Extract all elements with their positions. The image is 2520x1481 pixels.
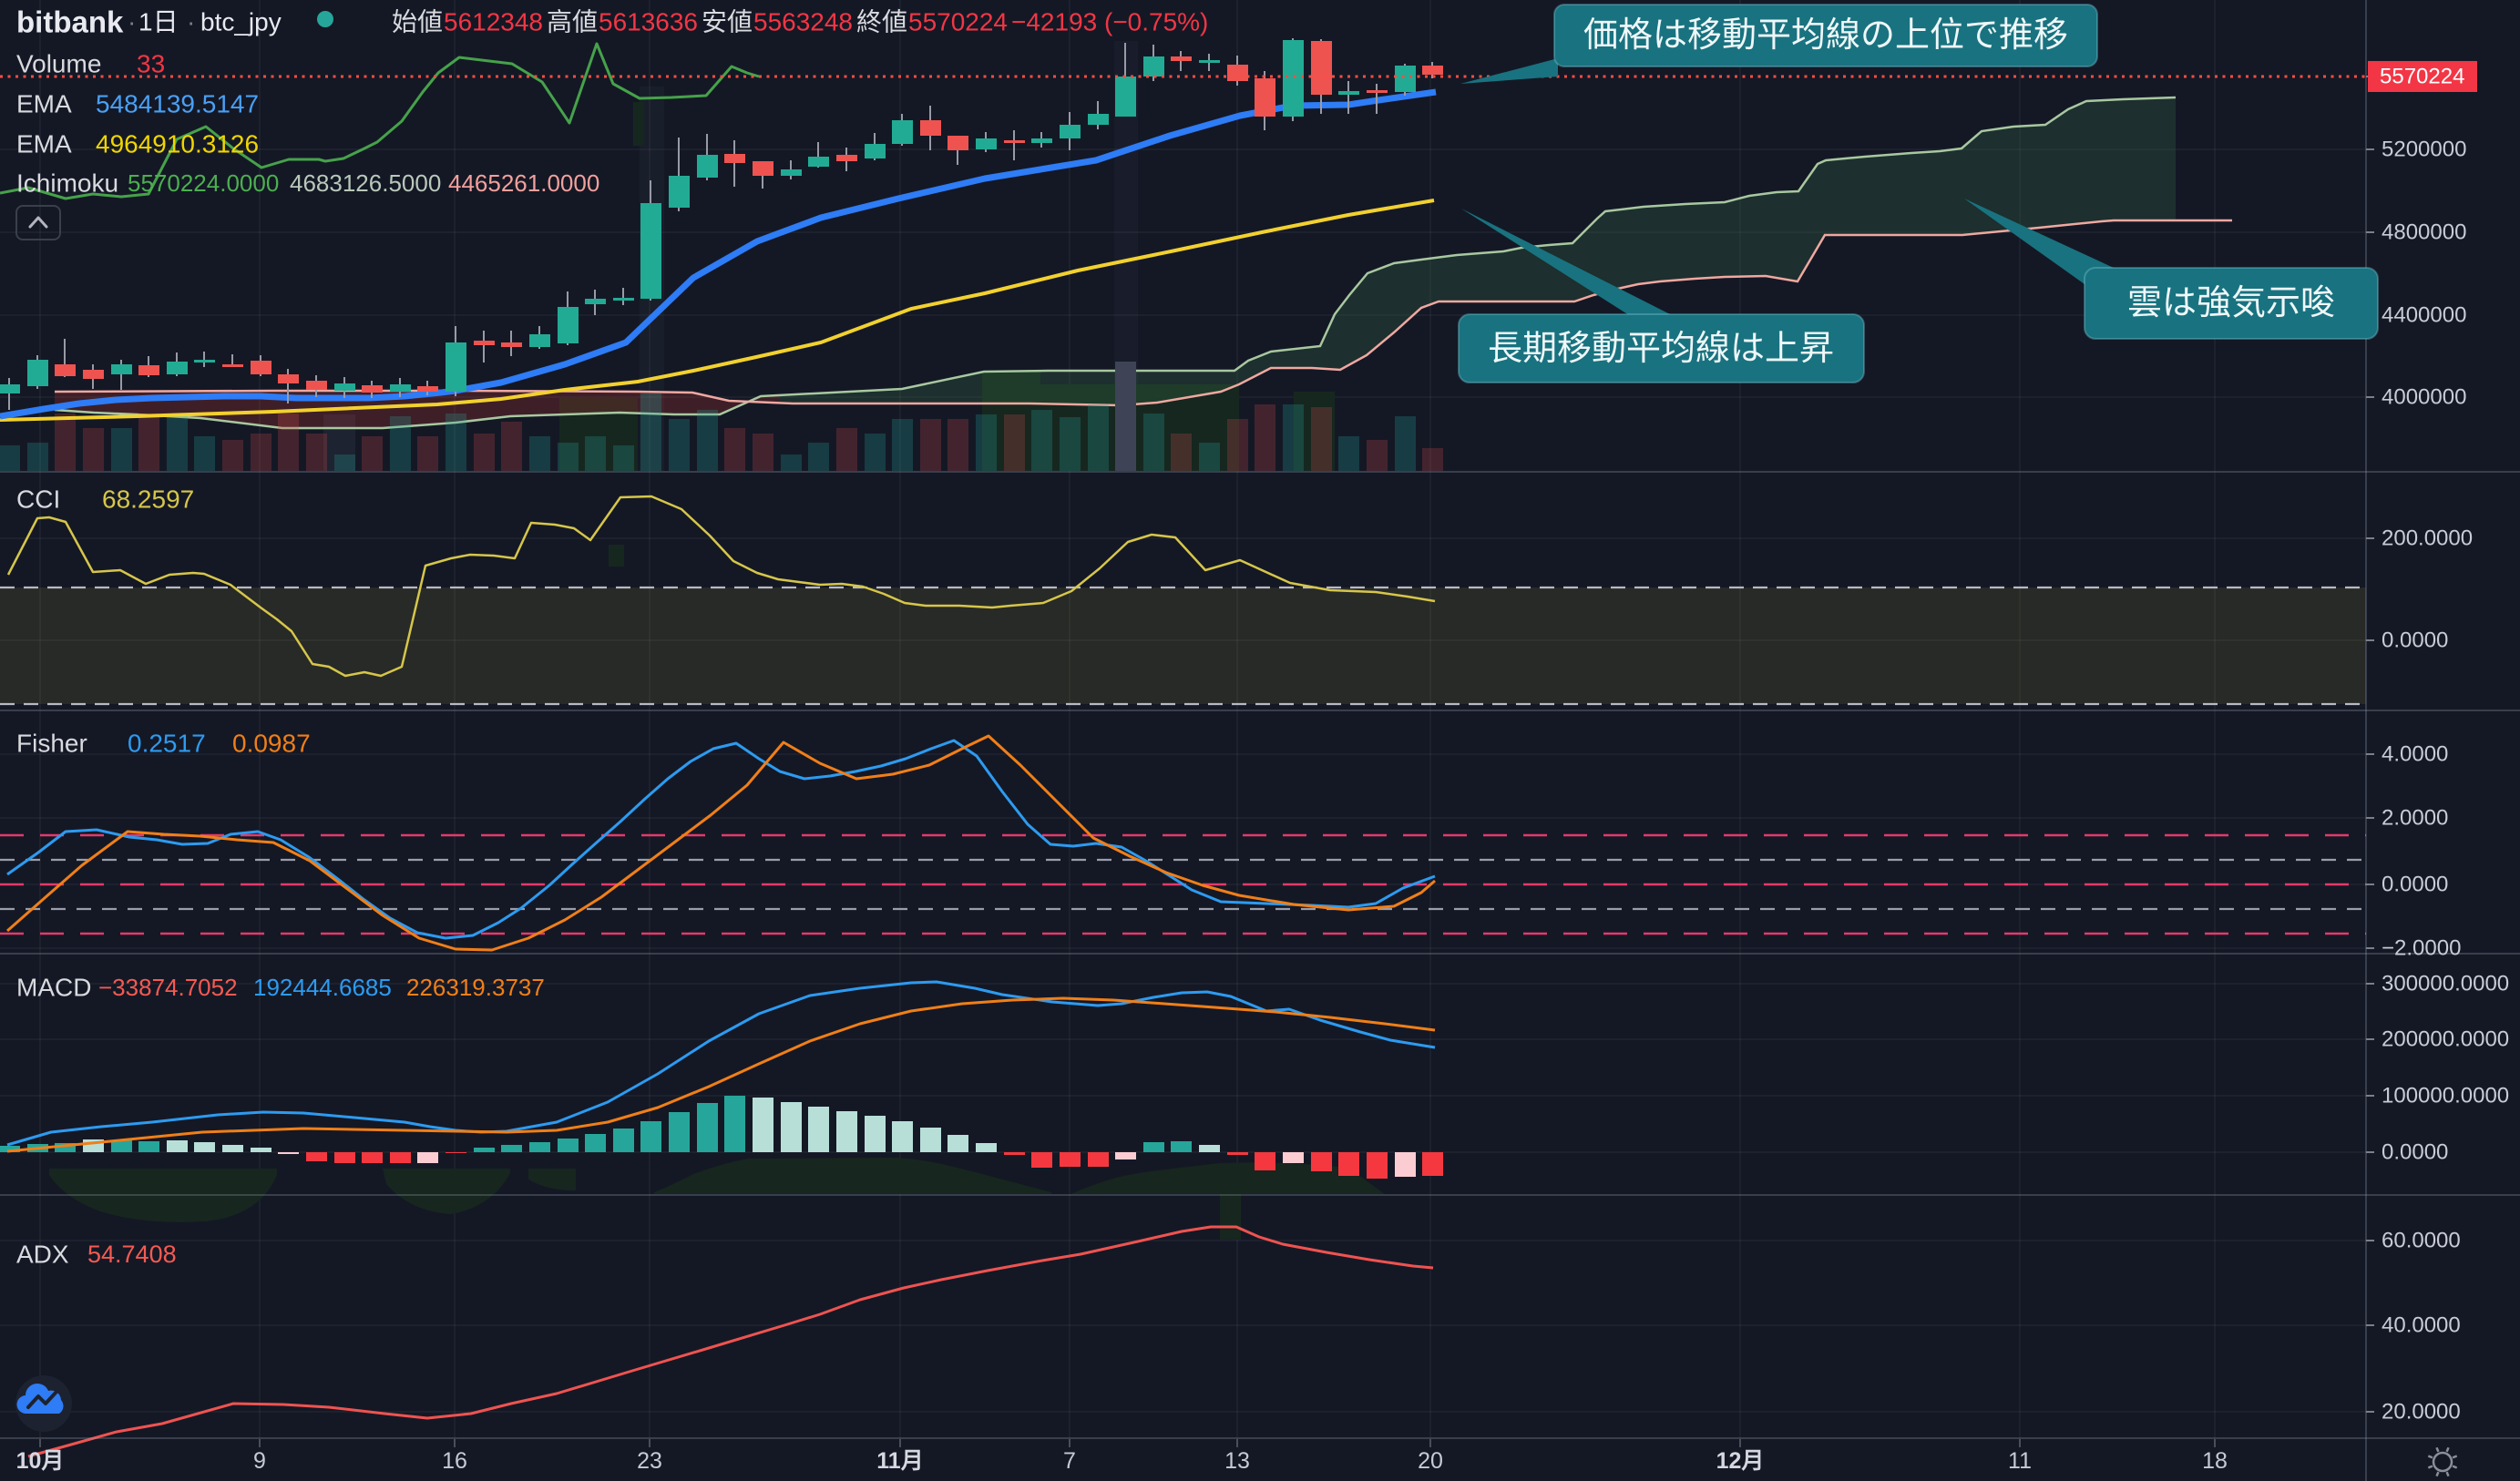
svg-text:EMA: EMA (16, 130, 72, 158)
svg-text:−42193 (−0.75%): −42193 (−0.75%) (1011, 8, 1208, 36)
svg-text:5570224: 5570224 (908, 8, 1008, 36)
svg-text:5200000: 5200000 (2382, 138, 2466, 162)
svg-text:20.0000: 20.0000 (2382, 1400, 2461, 1425)
svg-text:5613636: 5613636 (599, 8, 698, 36)
svg-text:68.2597: 68.2597 (102, 485, 194, 514)
svg-text:4800000: 4800000 (2382, 220, 2466, 245)
svg-text:5570224.0000: 5570224.0000 (128, 169, 279, 197)
svg-text:100000.0000: 100000.0000 (2382, 1084, 2509, 1108)
svg-text:5570224: 5570224 (2380, 65, 2464, 89)
svg-text:54.7408: 54.7408 (87, 1241, 177, 1268)
svg-text:0.0000: 0.0000 (2382, 873, 2448, 897)
svg-text:7: 7 (1063, 1448, 1076, 1474)
svg-text:9: 9 (253, 1448, 266, 1474)
svg-text:5563248: 5563248 (753, 8, 853, 36)
svg-text:高値: 高値 (547, 8, 598, 36)
svg-text:·: · (187, 8, 195, 36)
svg-text:23: 23 (637, 1448, 662, 1474)
svg-text:300000.0000: 300000.0000 (2382, 972, 2509, 996)
svg-text:40.0000: 40.0000 (2382, 1313, 2461, 1338)
svg-text:4465261.0000: 4465261.0000 (448, 169, 599, 197)
svg-text:11月: 11月 (876, 1448, 923, 1474)
svg-text:4000000: 4000000 (2382, 385, 2466, 410)
svg-text:192444.6685: 192444.6685 (253, 974, 392, 1001)
svg-text:200000.0000: 200000.0000 (2382, 1027, 2509, 1052)
svg-text:11: 11 (2008, 1448, 2032, 1474)
svg-text:20: 20 (1418, 1448, 1443, 1474)
svg-text:安値: 安値 (702, 8, 753, 36)
svg-text:CCI: CCI (16, 485, 60, 514)
svg-text:16: 16 (442, 1448, 467, 1474)
svg-text:0.0987: 0.0987 (232, 730, 311, 758)
svg-text:0.0000: 0.0000 (2382, 1140, 2448, 1165)
svg-text:2.0000: 2.0000 (2382, 806, 2448, 831)
svg-text:60.0000: 60.0000 (2382, 1229, 2461, 1253)
svg-text:雲は強気示唆: 雲は強気示唆 (2127, 284, 2335, 322)
svg-text:5612348: 5612348 (444, 8, 543, 36)
svg-text:Fisher: Fisher (16, 730, 87, 758)
svg-text:13: 13 (1224, 1448, 1250, 1474)
svg-text:終値: 終値 (856, 8, 907, 36)
svg-text:btc_jpy: btc_jpy (200, 8, 282, 36)
svg-text:4964910.3126: 4964910.3126 (96, 130, 259, 158)
svg-text:−2.0000: −2.0000 (2382, 936, 2461, 961)
svg-text:·: · (128, 8, 136, 36)
svg-text:−33874.7052: −33874.7052 (98, 974, 238, 1001)
svg-text:価格は移動平均線の上位で推移: 価格は移動平均線の上位で推移 (1583, 16, 2068, 55)
svg-text:MACD: MACD (16, 974, 91, 1002)
svg-text:33: 33 (137, 50, 165, 78)
svg-text:4400000: 4400000 (2382, 303, 2466, 328)
svg-text:EMA: EMA (16, 90, 72, 118)
svg-text:長期移動平均線は上昇: 長期移動平均線は上昇 (1488, 330, 1834, 368)
svg-text:始値: 始値 (392, 8, 443, 36)
svg-text:4683126.5000: 4683126.5000 (290, 169, 441, 197)
svg-text:Volume: Volume (16, 50, 101, 78)
svg-text:0.0000: 0.0000 (2382, 628, 2448, 653)
svg-text:Ichimoku: Ichimoku (16, 169, 118, 198)
svg-text:12月: 12月 (1716, 1448, 1765, 1474)
svg-text:1日: 1日 (138, 8, 179, 36)
svg-text:ADX: ADX (16, 1241, 69, 1269)
svg-text:10月: 10月 (16, 1448, 65, 1474)
svg-text:4.0000: 4.0000 (2382, 742, 2448, 767)
svg-text:5484139.5147: 5484139.5147 (96, 90, 259, 118)
svg-text:200.0000: 200.0000 (2382, 526, 2473, 551)
svg-text:226319.3737: 226319.3737 (406, 974, 545, 1001)
svg-text:bitbank: bitbank (16, 5, 124, 39)
svg-text:0.2517: 0.2517 (128, 730, 206, 758)
svg-text:18: 18 (2202, 1448, 2228, 1474)
